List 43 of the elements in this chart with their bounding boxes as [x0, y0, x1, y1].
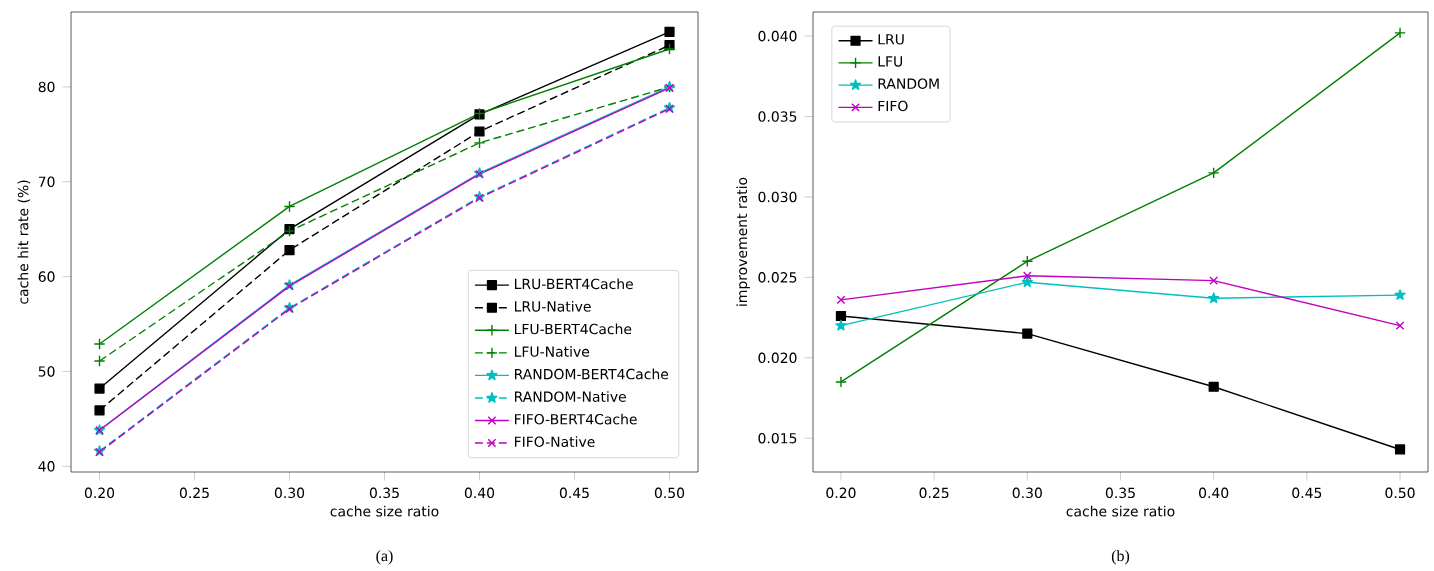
x-tick-label: 0.45: [1292, 487, 1322, 499]
x-axis-title: cache size ratio: [1066, 505, 1175, 517]
legend-label: LFU-Native: [514, 345, 590, 357]
legend-label: LRU-BERT4Cache: [514, 278, 633, 290]
y-tick-label: 50: [38, 366, 55, 377]
y-tick-label: 0.020: [758, 352, 797, 363]
x-tick-label: 0.40: [1199, 487, 1229, 499]
text: (a): [376, 549, 393, 565]
x-tick-label: 0.20: [84, 487, 115, 499]
x-tick-label: 0.30: [274, 487, 305, 499]
y-tick-label: 60: [38, 271, 55, 282]
y-axis-title: cache hit rate (%): [17, 180, 31, 304]
x-tick-label: 0.35: [1105, 487, 1135, 499]
legend-label: LFU-BERT4Cache: [514, 323, 632, 335]
legend-label: RANDOM-BERT4Cache: [514, 368, 669, 380]
y-tick-label: 0.015: [758, 432, 797, 444]
legend-label: FIFO: [878, 100, 908, 112]
y-tick-label: 80: [38, 81, 55, 93]
x-tick-label: 0.40: [464, 487, 495, 499]
x-tick-label: 0.45: [559, 487, 589, 499]
x-tick-label: 0.20: [826, 487, 856, 499]
legend-label: LRU-Native: [514, 300, 591, 312]
y-axis-title: improvement ratio: [736, 177, 750, 306]
x-tick-label: 0.50: [1385, 487, 1415, 499]
x-tick-label: 0.25: [179, 487, 209, 499]
legend-label: LFU: [878, 56, 903, 67]
legend-label: FIFO-BERT4Cache: [514, 413, 637, 425]
x-tick-label: 0.50: [654, 487, 685, 499]
legend-label: FIFO-Native: [514, 436, 595, 447]
y-tick-label: 70: [38, 176, 55, 187]
y-tick-label: 0.030: [758, 191, 797, 203]
y-tick-label: 0.035: [758, 111, 797, 122]
y-tick-label: 0.040: [758, 30, 797, 42]
legend-label: RANDOM-Native: [514, 391, 626, 402]
x-tick-label: 0.35: [369, 487, 399, 499]
x-tick-label: 0.25: [919, 487, 949, 499]
y-tick-label: 40: [38, 460, 55, 472]
x-axis-title: cache size ratio: [330, 505, 439, 517]
legend-label: LRU: [878, 34, 904, 45]
y-tick-label: 0.025: [758, 272, 797, 283]
x-tick-label: 0.30: [1012, 487, 1042, 499]
legend-label: RANDOM: [878, 78, 939, 89]
text: (b): [1111, 549, 1130, 565]
